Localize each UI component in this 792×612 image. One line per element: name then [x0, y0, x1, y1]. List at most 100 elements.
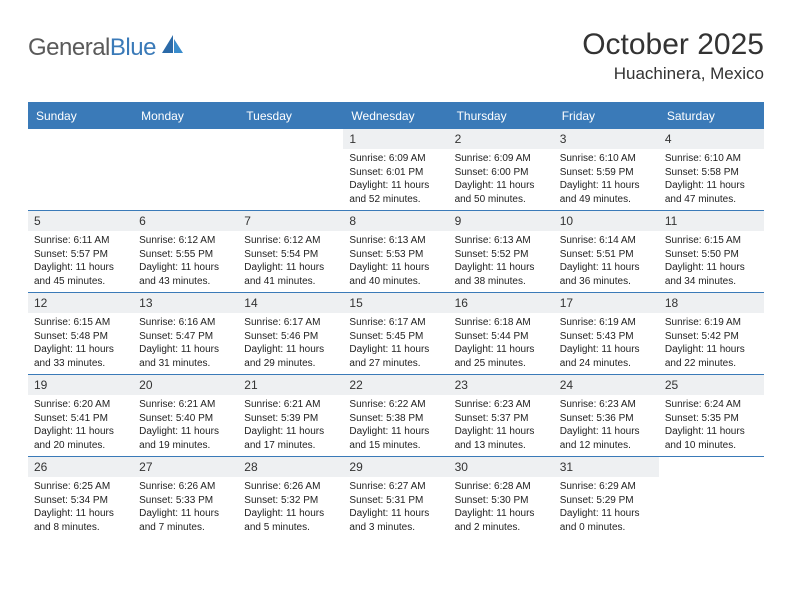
day-details: Sunrise: 6:09 AMSunset: 6:00 PMDaylight:… — [449, 149, 554, 210]
calendar-cell: 13Sunrise: 6:16 AMSunset: 5:47 PMDayligh… — [133, 293, 238, 375]
calendar-cell: 22Sunrise: 6:22 AMSunset: 5:38 PMDayligh… — [343, 375, 448, 457]
calendar-cell: 2Sunrise: 6:09 AMSunset: 6:00 PMDaylight… — [449, 129, 554, 211]
day-number: 11 — [659, 211, 764, 231]
calendar-cell: 14Sunrise: 6:17 AMSunset: 5:46 PMDayligh… — [238, 293, 343, 375]
day-number: 2 — [449, 129, 554, 149]
day-header: Monday — [133, 103, 238, 129]
day-number: 13 — [133, 293, 238, 313]
day-number: 22 — [343, 375, 448, 395]
calendar-cell: 4Sunrise: 6:10 AMSunset: 5:58 PMDaylight… — [659, 129, 764, 211]
calendar-cell: 7Sunrise: 6:12 AMSunset: 5:54 PMDaylight… — [238, 211, 343, 293]
day-details: Sunrise: 6:19 AMSunset: 5:43 PMDaylight:… — [554, 313, 659, 374]
day-details: Sunrise: 6:20 AMSunset: 5:41 PMDaylight:… — [28, 395, 133, 456]
calendar-cell: 11Sunrise: 6:15 AMSunset: 5:50 PMDayligh… — [659, 211, 764, 293]
calendar-cell: 16Sunrise: 6:18 AMSunset: 5:44 PMDayligh… — [449, 293, 554, 375]
day-number: 3 — [554, 129, 659, 149]
day-header: Tuesday — [238, 103, 343, 129]
calendar-cell: 3Sunrise: 6:10 AMSunset: 5:59 PMDaylight… — [554, 129, 659, 211]
calendar-cell: 10Sunrise: 6:14 AMSunset: 5:51 PMDayligh… — [554, 211, 659, 293]
calendar-cell: 9Sunrise: 6:13 AMSunset: 5:52 PMDaylight… — [449, 211, 554, 293]
calendar-cell: 29Sunrise: 6:27 AMSunset: 5:31 PMDayligh… — [343, 457, 448, 539]
calendar-cell: 19Sunrise: 6:20 AMSunset: 5:41 PMDayligh… — [28, 375, 133, 457]
day-details: Sunrise: 6:15 AMSunset: 5:50 PMDaylight:… — [659, 231, 764, 292]
calendar-cell — [659, 457, 764, 539]
calendar-cell — [238, 129, 343, 211]
day-number: 5 — [28, 211, 133, 231]
day-details: Sunrise: 6:14 AMSunset: 5:51 PMDaylight:… — [554, 231, 659, 292]
calendar-cell: 27Sunrise: 6:26 AMSunset: 5:33 PMDayligh… — [133, 457, 238, 539]
calendar-cell: 26Sunrise: 6:25 AMSunset: 5:34 PMDayligh… — [28, 457, 133, 539]
day-number: 17 — [554, 293, 659, 313]
day-number: 29 — [343, 457, 448, 477]
day-number: 10 — [554, 211, 659, 231]
day-details: Sunrise: 6:10 AMSunset: 5:58 PMDaylight:… — [659, 149, 764, 210]
day-number: 23 — [449, 375, 554, 395]
logo: GeneralBlue — [28, 34, 184, 62]
page-title: October 2025 — [582, 28, 764, 62]
day-number: 9 — [449, 211, 554, 231]
day-number: 19 — [28, 375, 133, 395]
day-details: Sunrise: 6:29 AMSunset: 5:29 PMDaylight:… — [554, 477, 659, 538]
day-details: Sunrise: 6:25 AMSunset: 5:34 PMDaylight:… — [28, 477, 133, 538]
day-number: 27 — [133, 457, 238, 477]
day-number: 18 — [659, 293, 764, 313]
day-details: Sunrise: 6:09 AMSunset: 6:01 PMDaylight:… — [343, 149, 448, 210]
day-header: Thursday — [449, 103, 554, 129]
day-header: Saturday — [659, 103, 764, 129]
calendar-cell: 24Sunrise: 6:23 AMSunset: 5:36 PMDayligh… — [554, 375, 659, 457]
day-number: 30 — [449, 457, 554, 477]
calendar-cell — [28, 129, 133, 211]
day-header: Wednesday — [343, 103, 448, 129]
day-number: 7 — [238, 211, 343, 231]
calendar-cell: 8Sunrise: 6:13 AMSunset: 5:53 PMDaylight… — [343, 211, 448, 293]
day-number: 21 — [238, 375, 343, 395]
calendar-cell: 25Sunrise: 6:24 AMSunset: 5:35 PMDayligh… — [659, 375, 764, 457]
calendar-cell: 12Sunrise: 6:15 AMSunset: 5:48 PMDayligh… — [28, 293, 133, 375]
day-details: Sunrise: 6:26 AMSunset: 5:32 PMDaylight:… — [238, 477, 343, 538]
day-details: Sunrise: 6:23 AMSunset: 5:36 PMDaylight:… — [554, 395, 659, 456]
calendar-cell: 20Sunrise: 6:21 AMSunset: 5:40 PMDayligh… — [133, 375, 238, 457]
day-number: 28 — [238, 457, 343, 477]
title-block: October 2025 Huachinera, Mexico — [582, 28, 764, 84]
day-number: 20 — [133, 375, 238, 395]
day-number: 31 — [554, 457, 659, 477]
day-details: Sunrise: 6:18 AMSunset: 5:44 PMDaylight:… — [449, 313, 554, 374]
calendar-cell: 30Sunrise: 6:28 AMSunset: 5:30 PMDayligh… — [449, 457, 554, 539]
location-subtitle: Huachinera, Mexico — [582, 64, 764, 84]
calendar-cell: 5Sunrise: 6:11 AMSunset: 5:57 PMDaylight… — [28, 211, 133, 293]
day-details: Sunrise: 6:28 AMSunset: 5:30 PMDaylight:… — [449, 477, 554, 538]
calendar-cell: 18Sunrise: 6:19 AMSunset: 5:42 PMDayligh… — [659, 293, 764, 375]
day-number: 26 — [28, 457, 133, 477]
day-details: Sunrise: 6:21 AMSunset: 5:40 PMDaylight:… — [133, 395, 238, 456]
logo-text-blue: Blue — [110, 34, 156, 61]
day-details: Sunrise: 6:27 AMSunset: 5:31 PMDaylight:… — [343, 477, 448, 538]
calendar-cell: 1Sunrise: 6:09 AMSunset: 6:01 PMDaylight… — [343, 129, 448, 211]
day-number: 15 — [343, 293, 448, 313]
calendar-table: SundayMondayTuesdayWednesdayThursdayFrid… — [28, 102, 764, 539]
day-details: Sunrise: 6:21 AMSunset: 5:39 PMDaylight:… — [238, 395, 343, 456]
day-header: Sunday — [28, 103, 133, 129]
day-number: 12 — [28, 293, 133, 313]
day-details: Sunrise: 6:10 AMSunset: 5:59 PMDaylight:… — [554, 149, 659, 210]
day-details: Sunrise: 6:11 AMSunset: 5:57 PMDaylight:… — [28, 231, 133, 292]
day-details: Sunrise: 6:12 AMSunset: 5:54 PMDaylight:… — [238, 231, 343, 292]
day-number: 24 — [554, 375, 659, 395]
calendar-cell: 15Sunrise: 6:17 AMSunset: 5:45 PMDayligh… — [343, 293, 448, 375]
calendar-cell — [133, 129, 238, 211]
calendar-cell: 31Sunrise: 6:29 AMSunset: 5:29 PMDayligh… — [554, 457, 659, 539]
day-header: Friday — [554, 103, 659, 129]
day-details: Sunrise: 6:26 AMSunset: 5:33 PMDaylight:… — [133, 477, 238, 538]
sail-icon — [162, 35, 184, 60]
day-number: 16 — [449, 293, 554, 313]
day-details: Sunrise: 6:17 AMSunset: 5:45 PMDaylight:… — [343, 313, 448, 374]
calendar-cell: 28Sunrise: 6:26 AMSunset: 5:32 PMDayligh… — [238, 457, 343, 539]
calendar-cell: 17Sunrise: 6:19 AMSunset: 5:43 PMDayligh… — [554, 293, 659, 375]
day-details: Sunrise: 6:19 AMSunset: 5:42 PMDaylight:… — [659, 313, 764, 374]
day-details: Sunrise: 6:22 AMSunset: 5:38 PMDaylight:… — [343, 395, 448, 456]
calendar-cell: 23Sunrise: 6:23 AMSunset: 5:37 PMDayligh… — [449, 375, 554, 457]
day-details: Sunrise: 6:23 AMSunset: 5:37 PMDaylight:… — [449, 395, 554, 456]
day-details: Sunrise: 6:16 AMSunset: 5:47 PMDaylight:… — [133, 313, 238, 374]
logo-text-general: General — [28, 34, 110, 61]
day-details: Sunrise: 6:13 AMSunset: 5:53 PMDaylight:… — [343, 231, 448, 292]
day-number: 25 — [659, 375, 764, 395]
